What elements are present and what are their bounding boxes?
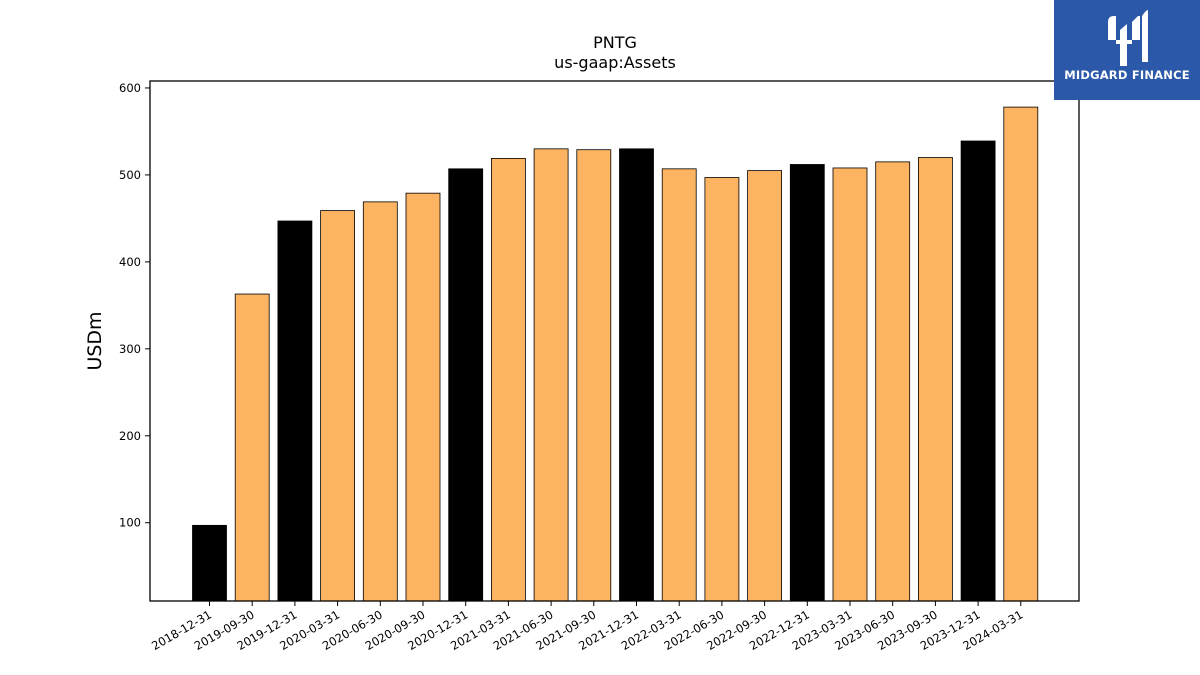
plot-frame — [149, 80, 1080, 602]
bar — [362, 201, 398, 602]
bar — [661, 168, 697, 602]
bar — [490, 157, 526, 602]
chart-subtitle: us-gaap:Assets — [554, 53, 676, 72]
bar — [960, 140, 996, 602]
bar — [448, 168, 484, 602]
y-axis: 100 200 300 400 500 600 — [119, 81, 150, 530]
bar — [234, 293, 270, 602]
y-tick-label: 600 — [119, 81, 141, 95]
y-axis-label: USDm — [84, 311, 106, 370]
bar — [320, 210, 356, 602]
bar — [789, 164, 825, 602]
bar — [875, 161, 911, 602]
bar — [832, 167, 868, 602]
bar — [704, 177, 740, 602]
x-axis: 2018-12-312019-09-302019-12-312020-03-31… — [149, 601, 1025, 653]
y-tick-label: 100 — [119, 516, 141, 530]
logo-mark-icon — [1108, 10, 1148, 66]
y-tick-label: 300 — [119, 342, 141, 356]
bar — [277, 220, 313, 602]
bar — [192, 524, 227, 602]
bar — [576, 149, 612, 602]
bar — [1003, 106, 1039, 602]
chart-title: PNTG — [593, 33, 637, 52]
bar — [405, 192, 441, 602]
logo-text: MIDGARD FINANCE — [1064, 68, 1190, 82]
bars-group — [192, 106, 1039, 602]
bar — [619, 148, 654, 602]
bar — [747, 170, 782, 602]
midgard-finance-logo: MIDGARD FINANCE — [1054, 0, 1200, 100]
y-tick-label: 200 — [119, 429, 141, 443]
bar — [918, 157, 953, 602]
y-tick-label: 400 — [119, 255, 141, 269]
bar — [533, 148, 569, 602]
y-tick-label: 500 — [119, 168, 141, 182]
